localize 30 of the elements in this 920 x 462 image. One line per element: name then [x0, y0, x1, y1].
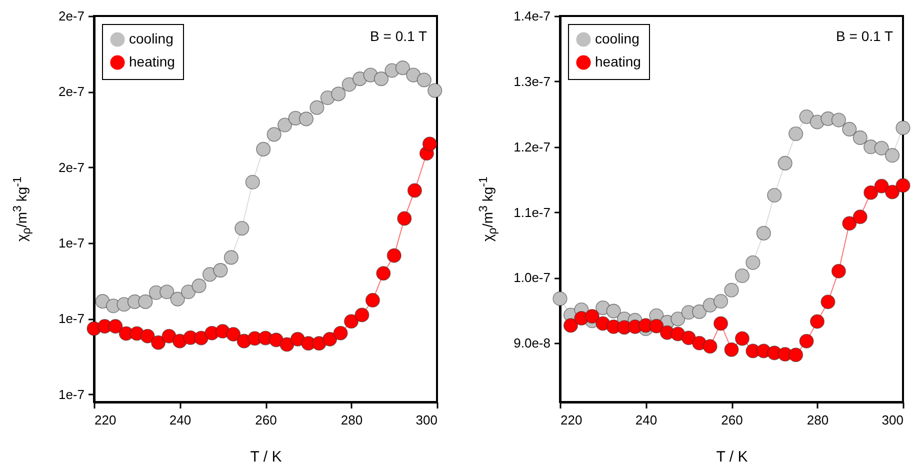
y-tick-label: 1.3e-7 — [514, 74, 550, 89]
legend-label: cooling — [129, 30, 174, 46]
y-tick-label: 2e-7 — [58, 84, 84, 100]
x-tick-label: 300 — [882, 412, 904, 428]
legend-label: cooling — [595, 30, 640, 46]
x-tick-label: 300 — [416, 412, 438, 428]
y-tick-label: 1.2e-7 — [514, 139, 550, 154]
x-tick-label: 240 — [169, 412, 192, 428]
x-tick-label: 260 — [255, 412, 277, 428]
y-tick-label: 1.1e-7 — [514, 204, 550, 220]
legend-label: heating — [595, 54, 641, 70]
annotation: B = 0.1 T — [836, 28, 894, 44]
x-tick-label: 280 — [806, 412, 829, 428]
y-tick-label: 2e-7 — [58, 8, 84, 24]
x-axis-title: T / K — [250, 448, 282, 462]
legend-label: heating — [129, 54, 175, 70]
x-tick-label: 220 — [560, 412, 582, 428]
x-tick-label: 280 — [340, 412, 363, 428]
annotation: B = 0.1 T — [370, 28, 428, 44]
y-tick-label: 9.0e-8 — [514, 336, 550, 351]
y-tick-label: 1e-7 — [58, 311, 84, 326]
y-tick-label: 1.4e-7 — [514, 8, 550, 24]
y-tick-label: 1e-7 — [58, 236, 84, 251]
y-tick-label: 1.0e-7 — [514, 270, 550, 286]
x-tick-label: 220 — [94, 412, 116, 428]
x-tick-label: 260 — [721, 412, 743, 428]
x-axis-title: T / K — [716, 448, 748, 462]
y-tick-label: 1e-7 — [58, 386, 84, 402]
y-tick-label: 2e-7 — [58, 160, 84, 175]
x-tick-label: 240 — [635, 412, 658, 428]
